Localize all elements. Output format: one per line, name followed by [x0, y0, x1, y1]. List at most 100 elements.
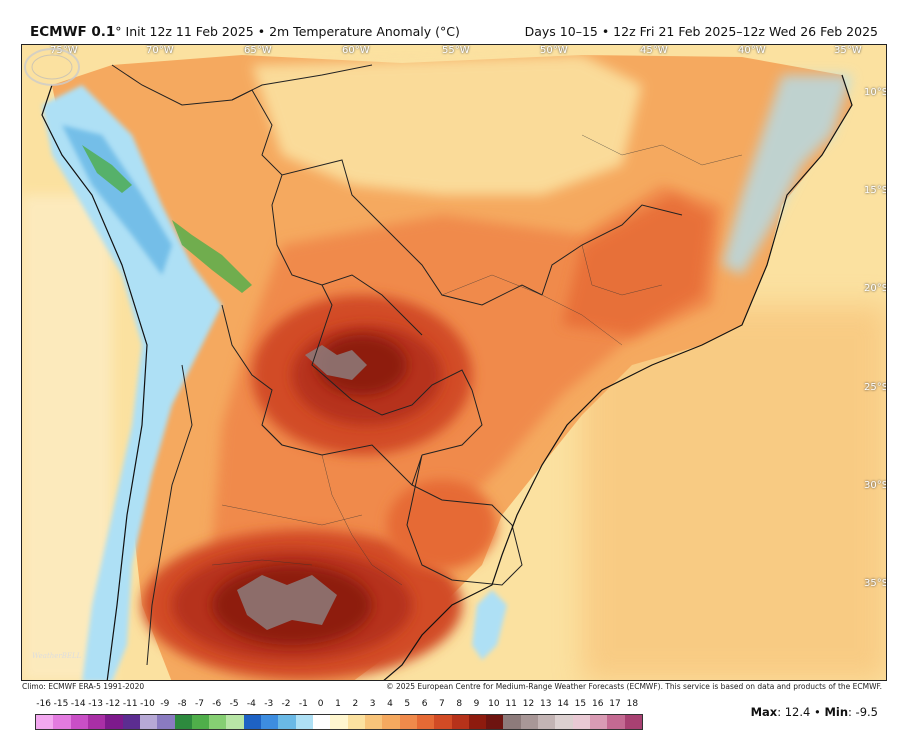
variable-name: 2m Temperature Anomaly (°C)	[269, 24, 460, 39]
colorbar-tick-label: 16	[591, 699, 604, 709]
atlantic-cool-patch	[472, 590, 507, 660]
paraguay-extreme-patch	[305, 345, 367, 380]
colorbar-tick-label: -15	[53, 699, 69, 709]
colorbar-swatch	[486, 715, 504, 729]
colorbar-swatch	[70, 715, 88, 729]
colorbar-tick-label: -2	[281, 699, 291, 709]
border-brazil-states	[541, 204, 683, 296]
peru-cold-area	[62, 125, 172, 275]
colorbar-tick-label: -8	[177, 699, 187, 709]
weatherbell-logo	[24, 48, 80, 86]
colorbar-tick-label: 13	[540, 699, 552, 709]
init-time: Init 12z 11 Feb 2025	[125, 24, 254, 39]
colorbar-swatch	[313, 715, 331, 729]
colorbar-swatch	[520, 715, 539, 729]
border-uruguay	[406, 454, 523, 586]
state-border-3	[221, 504, 363, 526]
colorbar-swatches	[35, 714, 643, 730]
peru-green-streak	[82, 145, 132, 193]
min-label: Min	[824, 705, 849, 719]
colorbar-tick-label: 0	[317, 699, 324, 709]
colorbar-swatch	[572, 715, 590, 729]
argentina-extreme-patch	[237, 575, 337, 630]
colorbar-swatch	[590, 715, 608, 729]
lon-label-50w: 50°W	[540, 45, 568, 56]
colorbar-tick-label: 4	[387, 699, 393, 709]
brazil-coast-cool	[722, 75, 852, 275]
valid-period: Days 10–15 • 12z Fri 21 Feb 2025–12z Wed…	[524, 24, 878, 39]
colorbar-tick-label: -9	[160, 699, 170, 709]
colorbar-tick-label: -4	[246, 699, 256, 709]
colorbar-swatch	[209, 715, 227, 729]
colorbar-tick-label: 17	[609, 699, 621, 709]
colorbar: -16 -15 -14 -13 -12 -11 -10 -9 -8 -7 -6 -5 -4 -3 -2 -1 0…	[35, 699, 645, 749]
state-border-6	[581, 244, 663, 296]
colorbar-tick-label: 2	[352, 699, 359, 709]
header: ECMWF 0.1° Init 12z 11 Feb 2025 • 2m Tem…	[0, 0, 908, 44]
colorbar-tick-label: 9	[473, 699, 480, 709]
colorbar-tick-label: -3	[264, 699, 274, 709]
colorbar-swatch	[139, 715, 158, 729]
colorbar-swatch	[382, 715, 400, 729]
map-canvas	[22, 45, 886, 680]
colorbar-tick-label: 12	[522, 699, 535, 709]
lat-label-15s: 15°S	[864, 185, 887, 196]
lat-label-25s: 25°S	[864, 382, 887, 393]
min-value: -9.5	[855, 705, 878, 719]
colorbar-swatch	[122, 715, 140, 729]
colorbar-swatch	[261, 715, 279, 729]
colorbar-tick-label: 14	[557, 699, 569, 709]
political-borders	[111, 64, 683, 666]
state-border-2	[321, 454, 403, 586]
climo-text: Climo: ECMWF ERA-5 1991-2020	[22, 682, 145, 691]
pacific-coastline	[41, 84, 148, 680]
lon-label-65w: 65°W	[244, 45, 272, 56]
border-paraguay	[311, 284, 483, 456]
colorbar-swatch	[624, 715, 642, 729]
colorbar-tick-label: 5	[404, 699, 411, 709]
colorbar-tick-label: 15	[574, 699, 587, 709]
bolivia-green-streak	[172, 220, 252, 293]
colorbar-swatch	[555, 715, 573, 729]
state-border-1	[441, 274, 623, 346]
colorbar-tick-label: -14	[70, 699, 86, 709]
colorbar-swatch	[243, 715, 262, 729]
colorbar-tick-label: 3	[369, 699, 376, 709]
colorbar-swatch	[503, 715, 521, 729]
state-border-4	[211, 559, 313, 566]
colorbar-swatch	[468, 715, 487, 729]
colorbar-tick-label: -11	[122, 699, 138, 709]
separator: •	[813, 705, 821, 719]
degree-mark: °	[115, 24, 122, 39]
bullet: •	[257, 24, 266, 39]
lat-label-20s: 20°S	[864, 283, 887, 294]
logo-text: WeatherBELL	[32, 652, 82, 660]
colorbar-swatch	[191, 715, 210, 729]
colorbar-swatch	[364, 715, 383, 729]
colorbar-tick-label: -10	[140, 699, 155, 709]
state-border-5	[581, 134, 743, 166]
max-min-readout: Max: 12.4 • Min: -9.5	[750, 705, 878, 719]
max-label: Max	[750, 705, 778, 719]
lon-label-70w: 70°W	[146, 45, 174, 56]
lon-label-55w: 55°W	[442, 45, 470, 56]
colorbar-swatch	[347, 715, 365, 729]
border-chile-argentina	[146, 364, 193, 666]
lon-label-60w: 60°W	[342, 45, 370, 56]
colorbar-tick-label: 18	[626, 699, 639, 709]
colorbar-swatch	[399, 715, 417, 729]
colorbar-swatch	[53, 715, 71, 729]
colorbar-swatch	[157, 715, 175, 729]
model-name: ECMWF 0.1	[30, 24, 116, 40]
title-left: ECMWF 0.1° Init 12z 11 Feb 2025 • 2m Tem…	[30, 24, 460, 40]
colorbar-tick-label: -6	[212, 699, 222, 709]
colorbar-swatch	[87, 715, 106, 729]
colorbar-tick-label: -7	[194, 699, 204, 709]
atlantic-coastline	[383, 74, 853, 680]
colorbar-tick-label: -5	[229, 699, 239, 709]
lat-label-35s: 35°S	[864, 578, 887, 589]
state-borders	[211, 134, 743, 586]
map-panel: 75°W 70°W 65°W 60°W 55°W 50°W 45°W 40°W …	[21, 44, 887, 681]
colorbar-tick-label: 6	[421, 699, 428, 709]
colorbar-swatch	[607, 715, 625, 729]
